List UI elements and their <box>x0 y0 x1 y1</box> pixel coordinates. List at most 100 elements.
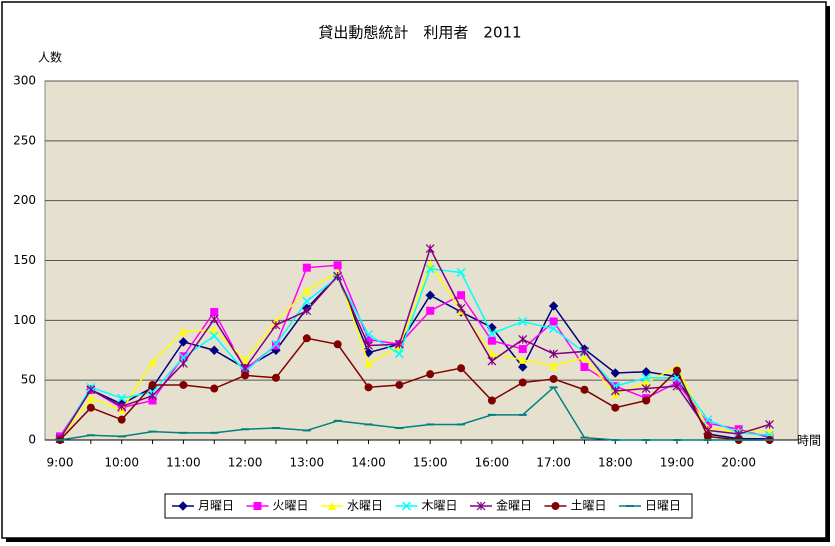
marker <box>549 374 558 383</box>
marker <box>333 261 342 270</box>
marker <box>394 339 404 349</box>
marker <box>178 358 188 368</box>
marker <box>487 356 497 366</box>
marker <box>302 334 311 343</box>
chart-title: 貸出動態統計 利用者 2011 <box>318 24 521 42</box>
marker <box>487 396 496 405</box>
marker <box>241 371 250 380</box>
marker <box>426 370 435 379</box>
marker <box>703 415 713 425</box>
marker <box>241 355 250 364</box>
marker <box>641 367 651 377</box>
x-tick-label: 16:00 <box>475 456 510 470</box>
marker <box>302 296 312 306</box>
marker <box>549 317 558 326</box>
marker <box>302 263 311 272</box>
legend-label: 木曜日 <box>422 499 458 513</box>
marker <box>457 291 466 300</box>
marker <box>178 337 189 347</box>
y-tick-label: 0 <box>28 433 36 447</box>
x-tick-label: 10:00 <box>104 456 139 470</box>
marker <box>456 267 466 277</box>
marker <box>364 383 373 392</box>
marker <box>487 349 496 358</box>
marker <box>148 380 157 389</box>
legend-marker <box>401 501 412 511</box>
marker <box>549 324 559 334</box>
marker <box>364 341 373 350</box>
marker <box>179 352 188 361</box>
marker <box>580 363 589 372</box>
marker <box>210 325 219 334</box>
series-line <box>59 274 770 440</box>
legend-marker <box>551 502 560 510</box>
x-tick-label: 18:00 <box>598 456 633 470</box>
series-line <box>59 386 770 441</box>
marker <box>549 349 559 359</box>
marker <box>210 384 219 393</box>
marker <box>86 385 96 395</box>
marker <box>703 419 712 428</box>
x-tick-label: 13:00 <box>290 456 325 470</box>
series-line <box>59 337 770 441</box>
y-tick-label: 200 <box>13 193 36 207</box>
x-axis-label: 時間 <box>797 434 821 448</box>
x-tick-label: 12:00 <box>228 456 263 470</box>
legend-label: 日曜日 <box>645 499 681 513</box>
marker <box>549 361 558 370</box>
marker <box>395 380 404 389</box>
legend-marker <box>476 501 486 511</box>
marker <box>487 328 497 339</box>
legend-marker <box>253 502 262 510</box>
x-tick-label: 17:00 <box>536 456 571 470</box>
marker <box>642 378 651 387</box>
marker <box>518 345 527 354</box>
marker <box>673 366 681 375</box>
marker <box>364 335 373 344</box>
legend-marker <box>328 502 336 510</box>
marker <box>425 264 435 274</box>
legend-label: 土曜日 <box>571 499 607 513</box>
marker <box>487 336 496 345</box>
marker <box>271 339 281 349</box>
marker <box>580 353 589 362</box>
marker <box>611 403 620 412</box>
x-tick-label: 20:00 <box>721 456 756 470</box>
legend-label: 水曜日 <box>347 499 383 513</box>
x-tick-label: 15:00 <box>413 456 448 470</box>
marker <box>518 355 527 364</box>
marker <box>302 306 312 316</box>
marker <box>117 402 127 411</box>
marker <box>672 381 682 391</box>
marker <box>580 347 589 356</box>
marker <box>518 335 528 344</box>
y-axis-label: 人数 <box>38 50 62 65</box>
marker <box>363 347 374 358</box>
marker <box>518 378 527 387</box>
marker <box>425 290 435 300</box>
legend-label: 火曜日 <box>273 499 309 513</box>
marker <box>518 316 528 327</box>
series-line <box>59 246 770 440</box>
marker <box>518 362 528 372</box>
marker <box>148 358 157 367</box>
y-tick-label: 100 <box>13 313 36 327</box>
legend-marker <box>178 501 188 511</box>
y-tick-label: 250 <box>13 133 36 147</box>
marker <box>117 393 127 403</box>
marker <box>86 394 95 403</box>
marker <box>641 384 651 393</box>
marker <box>179 380 188 389</box>
marker <box>148 396 157 405</box>
marker <box>426 306 435 315</box>
marker <box>271 373 280 382</box>
marker <box>548 301 559 311</box>
marker <box>209 345 219 355</box>
series-line <box>59 262 770 440</box>
x-tick-label: 9:00 <box>47 456 74 470</box>
marker <box>209 314 219 324</box>
marker <box>148 391 157 401</box>
marker <box>333 340 342 349</box>
marker <box>86 403 95 412</box>
